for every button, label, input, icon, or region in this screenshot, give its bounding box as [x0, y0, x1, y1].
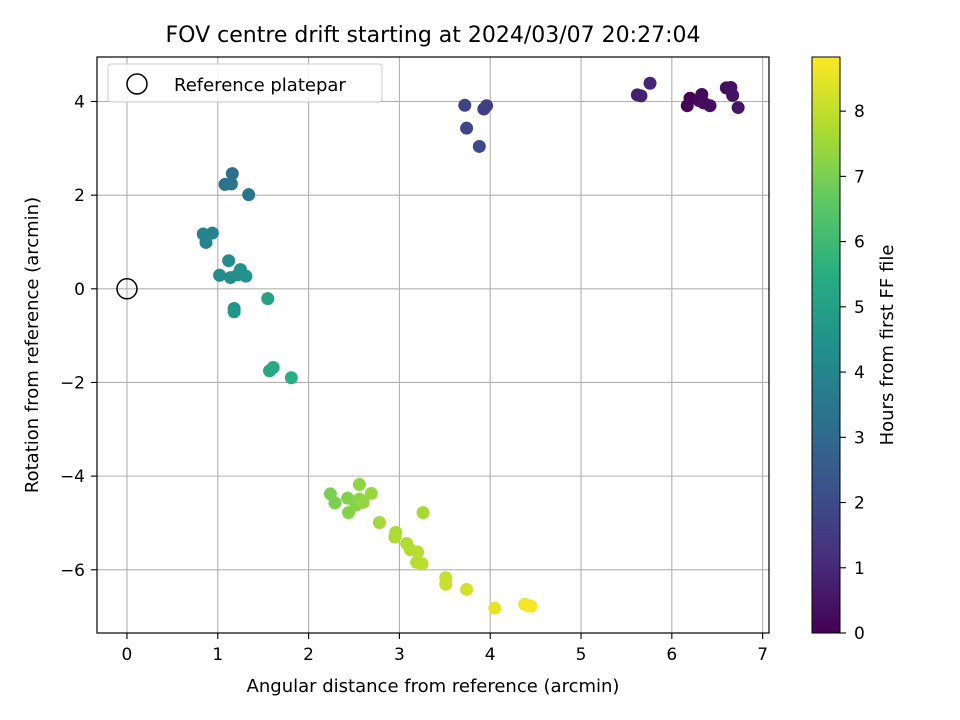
data-point [205, 226, 219, 240]
data-point [411, 545, 425, 559]
legend: Reference platepar [107, 63, 383, 103]
grid [97, 57, 769, 633]
x-tick-label: 7 [757, 645, 768, 665]
data-point [227, 305, 241, 319]
x-tick-label: 1 [212, 645, 223, 665]
y-axis-label: Rotation from reference (arcmin) [22, 197, 43, 493]
data-point [480, 99, 494, 113]
data-point [460, 582, 474, 596]
data-point [680, 99, 694, 113]
colorbar-tick-label: 4 [854, 363, 865, 383]
colorbar-tick-label: 5 [854, 298, 865, 318]
y-tick-label: 4 [74, 92, 85, 112]
data-point [225, 167, 239, 181]
colorbar-label: Hours from first FF file [877, 245, 898, 446]
data-point [726, 88, 740, 102]
data-point [222, 254, 236, 268]
plot-frame [96, 56, 770, 634]
data-point [213, 268, 227, 282]
chart-title: FOV centre drift starting at 2024/03/07 … [166, 23, 701, 48]
data-point [284, 371, 298, 385]
x-tick-label: 4 [485, 645, 496, 665]
data-point [364, 486, 378, 500]
data-point [460, 121, 474, 135]
colorbar-tick-label: 7 [854, 167, 865, 187]
data-point [643, 76, 657, 90]
data-point [239, 269, 253, 283]
colorbar-gradient [811, 56, 841, 634]
y-tick-label: −2 [60, 373, 85, 393]
data-point [266, 360, 280, 374]
legend-marker-icon [126, 73, 148, 95]
x-tick-label: 2 [303, 645, 314, 665]
y-axis-ticks: −6 −4 −2 0 2 4 [60, 92, 97, 581]
colorbar-ticks: 0 1 2 3 4 5 6 7 8 [840, 102, 865, 644]
legend-box [107, 63, 383, 103]
legend-entry-label: Reference platepar [174, 75, 346, 96]
data-point [703, 99, 717, 113]
colorbar-tick-label: 3 [854, 428, 865, 448]
x-axis-label: Angular distance from reference (arcmin) [247, 676, 620, 697]
colorbar-tick-label: 6 [854, 233, 865, 253]
data-point [458, 98, 472, 112]
data-point [261, 292, 275, 306]
data-point [524, 599, 538, 613]
data-point [328, 496, 342, 510]
x-tick-label: 3 [394, 645, 405, 665]
data-point [388, 530, 402, 544]
data-point [352, 478, 366, 492]
x-axis-ticks: 0 1 2 3 4 5 6 7 [122, 633, 768, 665]
data-point [416, 506, 430, 520]
y-tick-label: 2 [74, 186, 85, 206]
data-point [488, 601, 502, 615]
colorbar-tick-label: 0 [854, 624, 865, 644]
data-point [199, 235, 213, 249]
data-markers [116, 76, 745, 615]
data-point [731, 101, 745, 115]
data-point [372, 515, 386, 529]
x-tick-label: 5 [576, 645, 587, 665]
colorbar-tick-label: 8 [854, 102, 865, 122]
data-point [415, 557, 429, 571]
y-tick-label: −4 [60, 467, 85, 487]
reference-platepar-marker [116, 278, 138, 300]
colorbar-tick-label: 1 [854, 559, 865, 579]
data-point [439, 577, 453, 591]
data-point [356, 495, 370, 509]
colorbar-tick-label: 2 [854, 494, 865, 514]
data-point [472, 139, 486, 153]
colorbar: 0 1 2 3 4 5 6 7 8 Hours from first FF file [811, 56, 898, 644]
y-tick-label: 0 [74, 280, 85, 300]
x-tick-label: 6 [666, 645, 677, 665]
y-tick-label: −6 [60, 561, 85, 581]
x-tick-label: 0 [122, 645, 133, 665]
data-point [634, 89, 648, 103]
data-point [224, 177, 238, 191]
data-point [242, 188, 256, 202]
